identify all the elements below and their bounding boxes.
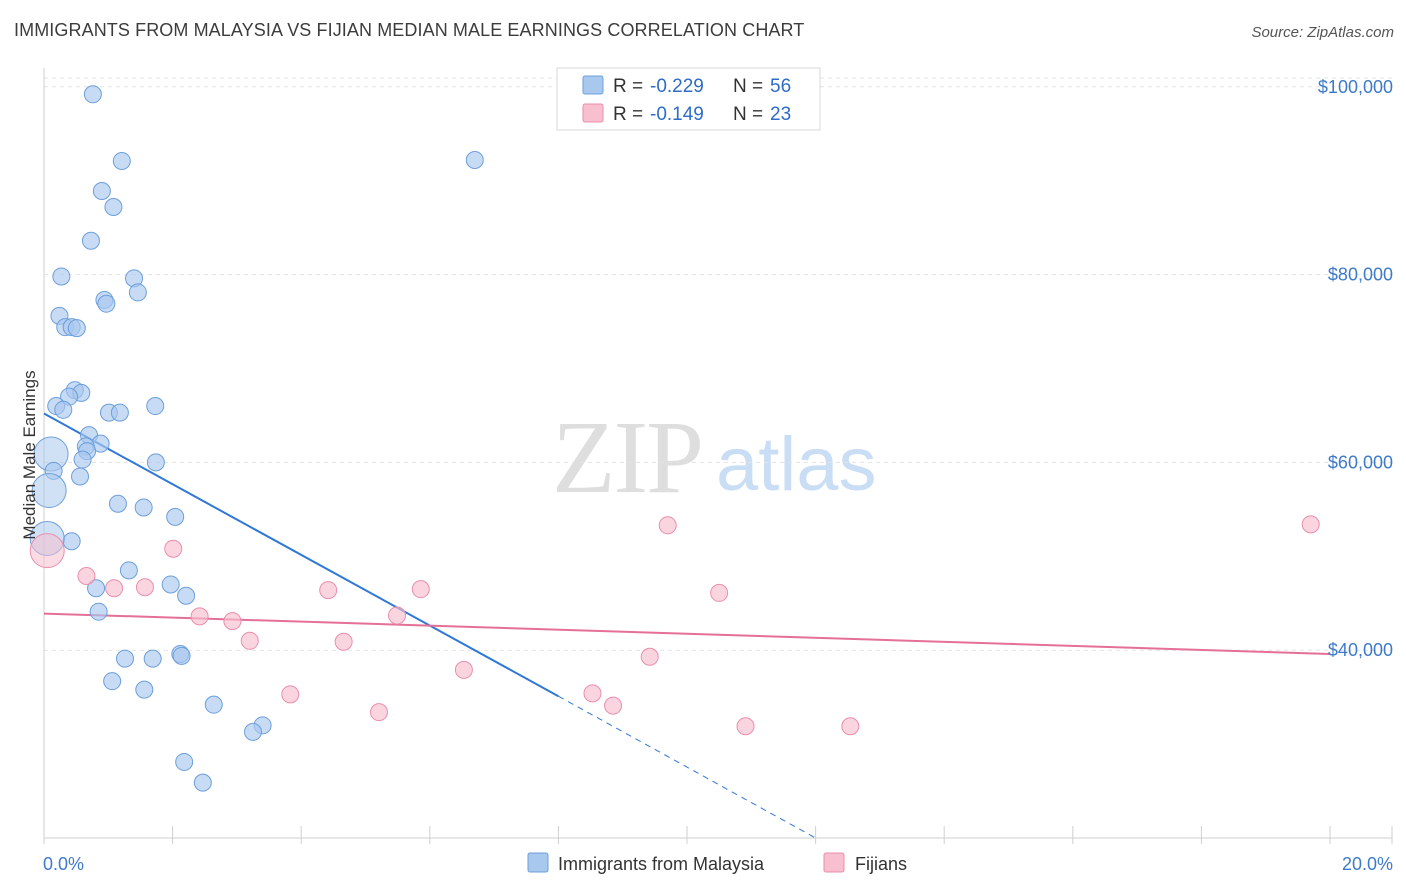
point-fijians <box>281 685 300 704</box>
point-malaysia <box>116 649 135 668</box>
point-malaysia <box>112 151 131 170</box>
grid-lines <box>44 77 1392 651</box>
point-malaysia <box>161 575 180 594</box>
y-tick-label: $80,000 <box>1328 265 1393 285</box>
point-malaysia <box>172 646 191 665</box>
point-malaysia <box>465 151 484 170</box>
point-fijians <box>640 647 659 666</box>
point-malaysia <box>166 507 185 526</box>
point-malaysia <box>110 403 129 422</box>
correlation-legend: R = -0.229 N = 56 R = -0.149 N = 23 <box>556 67 821 131</box>
legend-r-label: R = <box>613 76 643 97</box>
series-legend: Immigrants from Malaysia Fijians <box>527 852 907 874</box>
point-malaysia <box>67 319 86 338</box>
point-malaysia <box>62 532 81 551</box>
trend-line-malaysia <box>43 412 559 698</box>
trend-line-fijians <box>43 612 1331 655</box>
point-malaysia <box>87 579 106 598</box>
point-malaysia <box>193 773 212 792</box>
point-fijians <box>841 717 860 736</box>
point-fijians <box>105 579 124 598</box>
point-malaysia <box>54 400 73 419</box>
data-points <box>29 85 1320 792</box>
point-fijians <box>411 580 430 599</box>
point-malaysia <box>104 197 123 216</box>
legend-r-value: -0.149 <box>650 104 704 125</box>
point-malaysia <box>177 586 196 605</box>
point-malaysia <box>119 561 138 580</box>
watermark-zip: ZIP <box>552 400 702 515</box>
point-fijians <box>370 703 389 722</box>
bottom-legend-label-malaysia: Immigrants from Malaysia <box>558 854 765 874</box>
point-malaysia <box>134 498 153 517</box>
point-malaysia <box>108 494 127 513</box>
point-malaysia <box>81 231 100 250</box>
y-tick-label: $60,000 <box>1328 452 1393 472</box>
bottom-legend-swatch-malaysia <box>527 852 549 873</box>
point-malaysia <box>146 397 165 416</box>
trend-line-malaysia-extrapolated <box>558 695 816 839</box>
x-tick-label: 0.0% <box>43 854 84 874</box>
point-malaysia <box>243 722 262 741</box>
point-fijians <box>1301 515 1320 534</box>
trend-lines <box>43 412 1331 839</box>
point-malaysia <box>89 602 108 621</box>
bottom-legend-label-fijians: Fijians <box>855 854 907 874</box>
point-malaysia <box>52 267 71 286</box>
chart-title: IMMIGRANTS FROM MALAYSIA VS FIJIAN MEDIA… <box>14 20 805 40</box>
watermark-atlas: atlas <box>716 422 877 507</box>
legend-r-value: -0.229 <box>650 76 704 97</box>
point-fijians <box>135 578 154 597</box>
point-malaysia <box>92 182 111 201</box>
legend-r-label: R = <box>613 104 643 125</box>
legend-n-value: 56 <box>770 76 791 97</box>
point-malaysia <box>128 283 147 302</box>
point-fijians <box>77 567 96 586</box>
point-fijians <box>583 684 602 703</box>
point-malaysia <box>31 473 67 509</box>
point-fijians <box>334 632 353 651</box>
point-malaysia <box>83 85 102 104</box>
point-malaysia <box>175 752 194 771</box>
point-fijians <box>454 660 473 679</box>
point-malaysia <box>73 450 92 469</box>
tick-labels: $40,000 $60,000 $80,000 $100,000 0.0% 20.0% <box>43 77 1393 874</box>
point-fijians <box>319 581 338 600</box>
bottom-legend-swatch-fijians <box>823 852 845 873</box>
point-fijians <box>658 516 677 535</box>
legend-swatch-malaysia <box>582 75 604 95</box>
point-fijians <box>388 606 407 625</box>
legend-n-value: 23 <box>770 104 791 125</box>
point-fijians <box>190 607 209 626</box>
point-malaysia <box>204 695 223 714</box>
point-malaysia <box>146 453 165 472</box>
point-malaysia <box>143 649 162 668</box>
legend-n-label: N = <box>733 76 763 97</box>
point-fijians <box>164 539 183 558</box>
point-fijians <box>604 696 623 715</box>
source-note: Source: ZipAtlas.com <box>1251 24 1394 41</box>
point-fijians <box>710 583 729 602</box>
y-axis-title: Median Male Earnings <box>20 370 39 539</box>
point-malaysia <box>135 680 154 699</box>
y-tick-label: $40,000 <box>1328 640 1393 660</box>
x-tick-label: 20.0% <box>1342 854 1393 874</box>
y-tick-label: $100,000 <box>1318 77 1393 97</box>
legend-n-label: N = <box>733 104 763 125</box>
legend-swatch-fijians <box>582 103 604 123</box>
point-fijians <box>240 631 259 650</box>
point-malaysia <box>103 672 122 691</box>
point-fijians <box>223 612 242 631</box>
point-malaysia <box>97 294 116 313</box>
point-fijians <box>29 533 65 569</box>
point-fijians <box>736 717 755 736</box>
point-malaysia <box>71 467 90 486</box>
